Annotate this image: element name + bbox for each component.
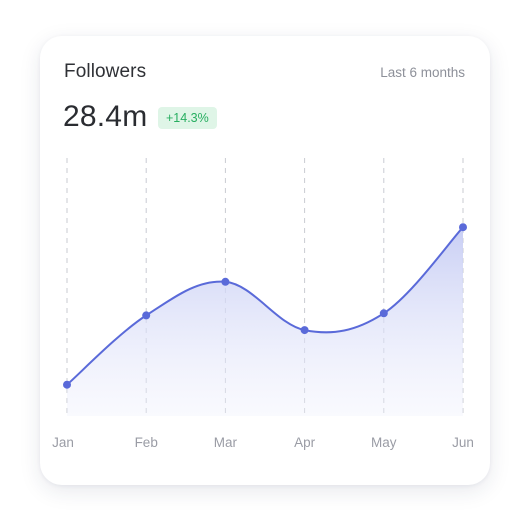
followers-chart: Jan Feb Mar Apr May Jun xyxy=(52,158,474,450)
x-tick-may: May xyxy=(371,435,397,450)
x-axis-ticks: Jan Feb Mar Apr May Jun xyxy=(52,435,474,450)
follower-total: 28.4m xyxy=(63,100,148,133)
data-point-apr[interactable] xyxy=(300,326,309,335)
series-line xyxy=(66,226,464,386)
data-point-jan[interactable] xyxy=(63,380,71,389)
x-tick-apr: Apr xyxy=(294,435,316,450)
data-point-may[interactable] xyxy=(379,309,388,318)
card-title: Followers xyxy=(64,61,147,82)
data-points xyxy=(63,223,467,389)
data-point-jun[interactable] xyxy=(459,223,467,232)
data-point-feb[interactable] xyxy=(142,311,151,320)
data-point-mar[interactable] xyxy=(221,277,230,286)
followers-card: Followers Last 6 months 28.4m +14.3% Jan… xyxy=(40,36,490,485)
x-tick-jun: Jun xyxy=(452,435,474,450)
x-tick-mar: Mar xyxy=(214,435,238,450)
series-area xyxy=(67,227,463,416)
range-selector[interactable]: Last 6 months xyxy=(380,65,465,80)
x-tick-jan: Jan xyxy=(52,435,74,450)
change-badge: +14.3% xyxy=(158,107,217,129)
x-tick-feb: Feb xyxy=(135,435,158,450)
